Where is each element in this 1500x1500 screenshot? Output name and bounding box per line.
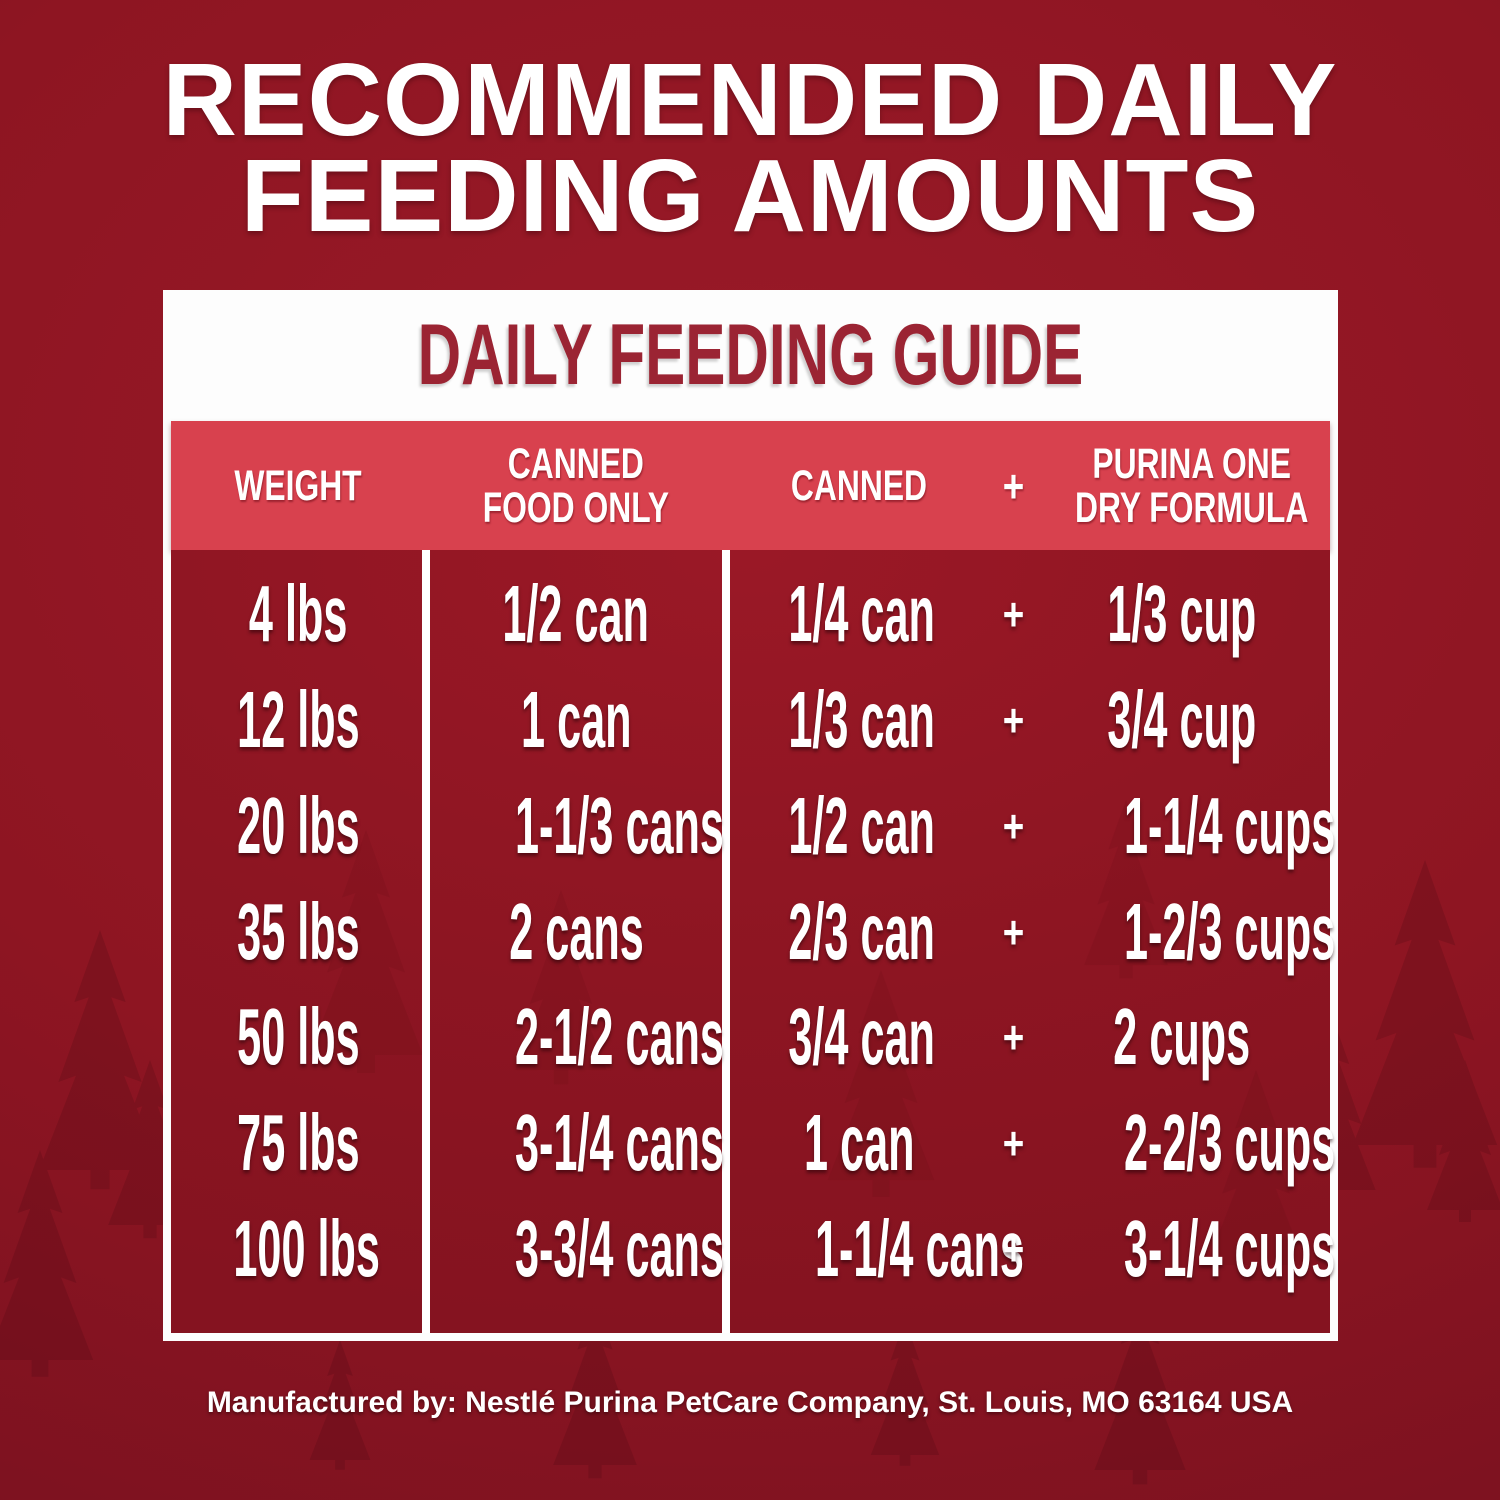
column-header-canned-only: CANNED FOOD ONLY — [482, 439, 670, 532]
page-title-line-2: FEEDING AMOUNTS — [240, 138, 1260, 253]
canned-cell: 1-1/4 cans — [815, 1204, 1025, 1294]
column-header-canned: CANNED — [790, 461, 928, 510]
weight-cell: 50 lbs — [237, 992, 360, 1082]
dry-cell: 2-2/3 cups — [1124, 1098, 1336, 1188]
canned-only-cell: 1-1/3 cans — [514, 780, 724, 870]
plus-sign: + — [1002, 905, 1024, 958]
table-row: 4 lbs 1/2 can 1/4 can + 1/3 cup — [171, 568, 1330, 658]
table-row: 100 lbs 3-3/4 cans 1-1/4 cans + 3-1/4 cu… — [171, 1204, 1336, 1294]
weight-cell: 20 lbs — [237, 780, 360, 870]
canned-cell: 1 can — [803, 1098, 915, 1188]
footer-text: Manufactured by: Nestlé Purina PetCare C… — [206, 1386, 1294, 1419]
plus-sign: + — [1002, 587, 1024, 640]
canned-only-cell: 2-1/2 cans — [514, 992, 724, 1082]
weight-cell: 75 lbs — [237, 1098, 360, 1188]
guide-title: DAILY FEEDING GUIDE — [417, 307, 1084, 403]
canned-cell: 1/2 can — [788, 780, 936, 870]
canned-only-cell: 3-1/4 cans — [514, 1098, 724, 1188]
weight-cell: 100 lbs — [233, 1204, 380, 1294]
plus-sign: + — [1002, 1223, 1024, 1276]
table-row: 75 lbs 3-1/4 cans 1 can + 2-2/3 cups — [171, 1098, 1336, 1188]
plus-sign: + — [1002, 693, 1024, 746]
table-row: 50 lbs 2-1/2 cans 3/4 can + 2 cups — [171, 995, 1330, 1079]
dry-cell: 1-1/4 cups — [1124, 780, 1336, 870]
canned-cell: 1/4 can — [788, 568, 936, 658]
canned-cell: 1/3 can — [788, 674, 936, 764]
weight-cell: 35 lbs — [237, 886, 360, 976]
page-title-line-1: RECOMMENDED DAILY — [162, 42, 1338, 157]
feeding-guide-card: DAILY FEEDING GUIDE WEIGHT CANNED FOOD O… — [163, 290, 1338, 1341]
column-header-dry-formula: PURINA ONE DRY FORMULA — [1075, 439, 1309, 532]
column-divider — [722, 550, 731, 1333]
canned-cell: 2/3 can — [788, 886, 936, 976]
feeding-table-body: 4 lbs 1/2 can 1/4 can + 1/3 cup 12 lbs 1… — [171, 550, 1336, 1333]
canned-only-cell: 1 can — [520, 674, 632, 764]
dry-cell: 1/3 cup — [1107, 568, 1257, 658]
plus-sign: + — [1002, 1011, 1024, 1064]
dry-cell: 3-1/4 cups — [1124, 1204, 1336, 1294]
table-row: 35 lbs 2 cans 2/3 can + 1-2/3 cups — [171, 886, 1336, 976]
plus-sign: + — [1002, 799, 1024, 852]
table-header-row: WEIGHT CANNED FOOD ONLY CANNED + PURINA … — [171, 421, 1330, 550]
table-row: 12 lbs 1 can 1/3 can + 3/4 cup — [171, 674, 1330, 764]
column-header-weight: WEIGHT — [234, 461, 363, 510]
dry-cell: 2 cups — [1113, 992, 1251, 1082]
column-divider — [421, 550, 430, 1333]
column-header-combo-group: CANNED + PURINA ONE DRY FORMULA — [726, 421, 1330, 550]
canned-only-cell: 2 cans — [508, 886, 644, 976]
canned-cell: 3/4 can — [788, 992, 936, 1082]
canned-only-cell: 1/2 can — [502, 568, 650, 658]
weight-cell: 12 lbs — [237, 674, 360, 764]
plus-sign: + — [1002, 1117, 1024, 1170]
canned-only-cell: 3-3/4 cans — [514, 1204, 724, 1294]
table-row: 20 lbs 1-1/3 cans 1/2 can + 1-1/4 cups — [171, 780, 1336, 870]
guide-title-area: DAILY FEEDING GUIDE — [171, 290, 1330, 421]
dry-cell: 3/4 cup — [1107, 674, 1257, 764]
weight-cell: 4 lbs — [249, 568, 348, 658]
dry-cell: 1-2/3 cups — [1124, 886, 1336, 976]
header-plus-sign: + — [1002, 459, 1024, 512]
page-title: RECOMMENDED DAILY FEEDING AMOUNTS — [0, 42, 1500, 253]
